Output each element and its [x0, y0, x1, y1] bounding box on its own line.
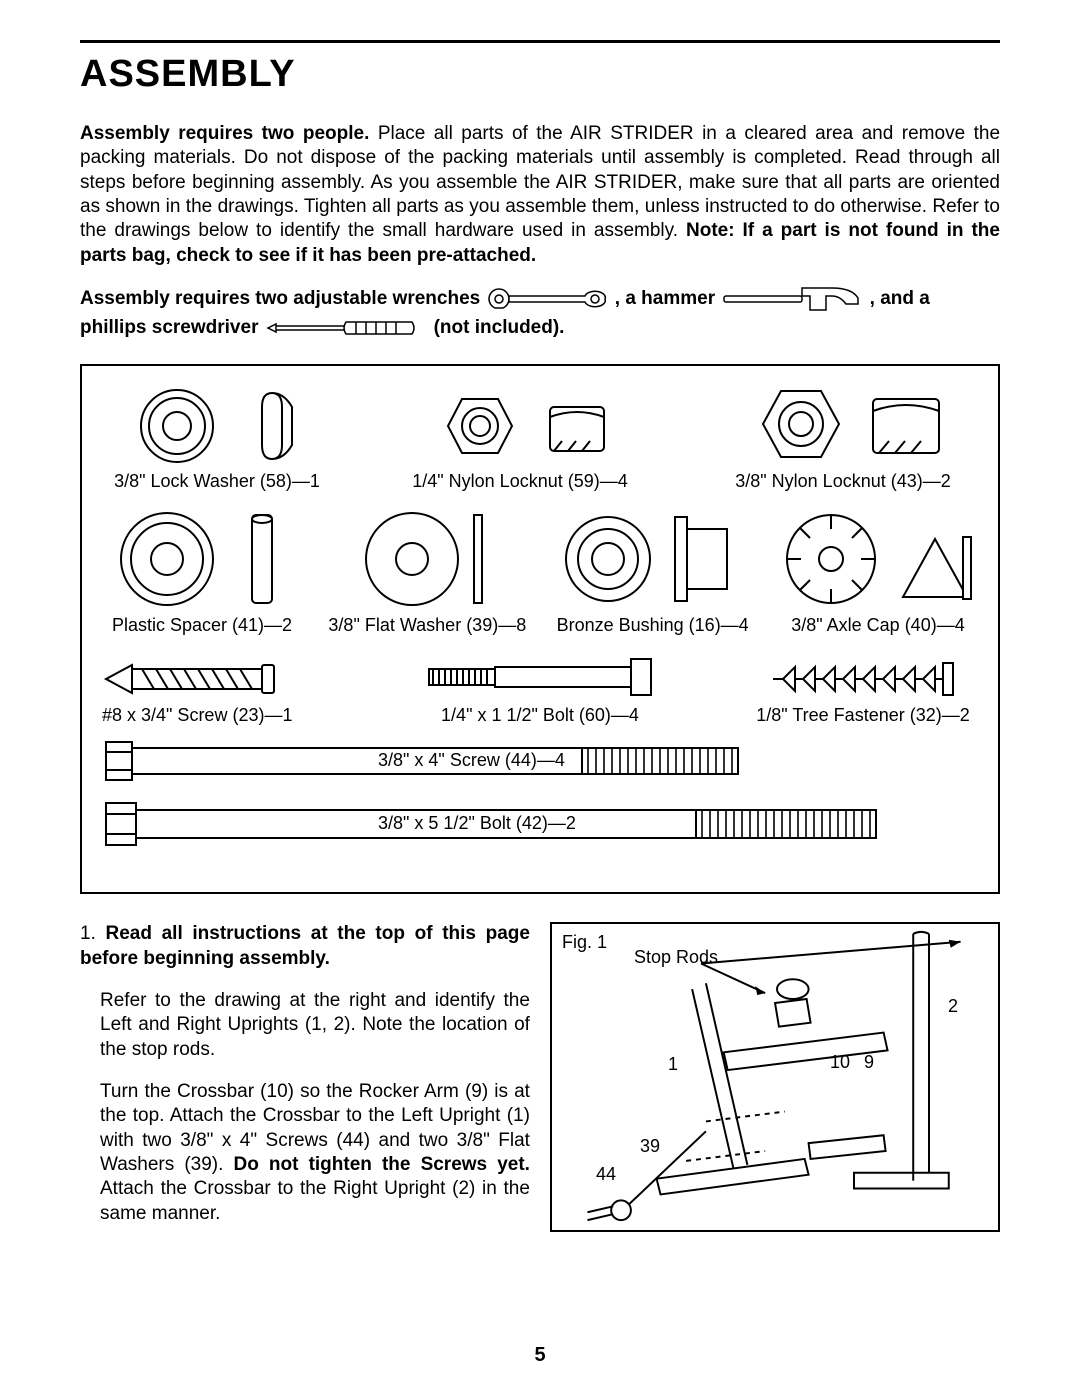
page-title: ASSEMBLY: [80, 53, 1000, 96]
plastic-spacer-icon: [112, 509, 292, 609]
lock-washer-label: 3/8" Lock Washer (58)—1: [114, 471, 320, 492]
step-1-p1: Refer to the drawing at the right and id…: [80, 989, 530, 1062]
fig-label-2: 2: [948, 996, 958, 1017]
nylon-locknut-14-icon: [420, 387, 620, 465]
figure-1: Fig. 1: [550, 922, 1000, 1232]
fig-label-10: 10: [830, 1052, 850, 1073]
step-1-p2b: Do not tighten the Screws yet.: [234, 1154, 530, 1175]
fig-label-stop-rods: Stop Rods: [634, 948, 718, 967]
intro-lead: Assembly requires two people.: [80, 123, 369, 144]
fig-label-9: 9: [864, 1052, 874, 1073]
step-1-p2c: Attach the Crossbar to the Right Upright…: [100, 1178, 530, 1223]
bolt-14-label: 1/4" x 1 1/2" Bolt (60)—4: [441, 705, 639, 726]
tools-text-4: (not included).: [434, 317, 565, 338]
tools-line: Assembly requires two adjustable wrenche…: [80, 284, 1000, 343]
lock-washer-icon: [132, 387, 302, 465]
flat-washer-icon: [362, 509, 492, 609]
hardware-box: 3/8" Lock Washer (58)—1 1/4" Nylon Lockn…: [80, 364, 1000, 894]
bolt-38-55-label: 3/8" x 5 1/2" Bolt (42)—2: [372, 813, 582, 834]
nylon-locknut-38-label: 3/8" Nylon Locknut (43)—2: [735, 471, 951, 492]
bronze-bushing-label: Bronze Bushing (16)—4: [557, 615, 749, 636]
hammer-icon: [722, 284, 862, 314]
bolt-14-icon: [425, 655, 655, 699]
plastic-spacer-label: Plastic Spacer (41)—2: [112, 615, 292, 636]
axle-cap-icon: [783, 509, 973, 609]
screwdriver-icon: [266, 319, 416, 337]
fig-label-39: 39: [640, 1136, 660, 1157]
wrench-icon: [487, 287, 607, 311]
page-number: 5: [0, 1344, 1080, 1367]
axle-cap-label: 3/8" Axle Cap (40)—4: [791, 615, 964, 636]
tools-text-1: Assembly requires two adjustable wrenche…: [80, 288, 480, 309]
step-1-text: 1. Read all instructions at the top of t…: [80, 922, 550, 1243]
fig-label-1: 1: [668, 1054, 678, 1075]
screw-38-4-label: 3/8" x 4" Screw (44)—4: [372, 750, 571, 771]
fig-label-44: 44: [596, 1164, 616, 1185]
bronze-bushing-icon: [563, 509, 743, 609]
figure-1-drawing: [552, 924, 998, 1230]
nylon-locknut-38-icon: [733, 383, 953, 465]
screw-8-icon: [102, 659, 292, 699]
intro-paragraph: Assembly requires two people. Place all …: [80, 122, 1000, 268]
step-1-lead: Read all instructions at the top of this…: [80, 923, 530, 968]
tools-text-2: , a hammer: [615, 288, 715, 309]
flat-washer-label: 3/8" Flat Washer (39)—8: [328, 615, 526, 636]
tree-fastener-label: 1/8" Tree Fastener (32)—2: [756, 705, 970, 726]
nylon-locknut-14-label: 1/4" Nylon Locknut (59)—4: [412, 471, 628, 492]
step-1-number: 1.: [80, 923, 96, 944]
tree-fastener-icon: [763, 659, 963, 699]
screw-8-label: #8 x 3/4" Screw (23)—1: [102, 705, 292, 726]
